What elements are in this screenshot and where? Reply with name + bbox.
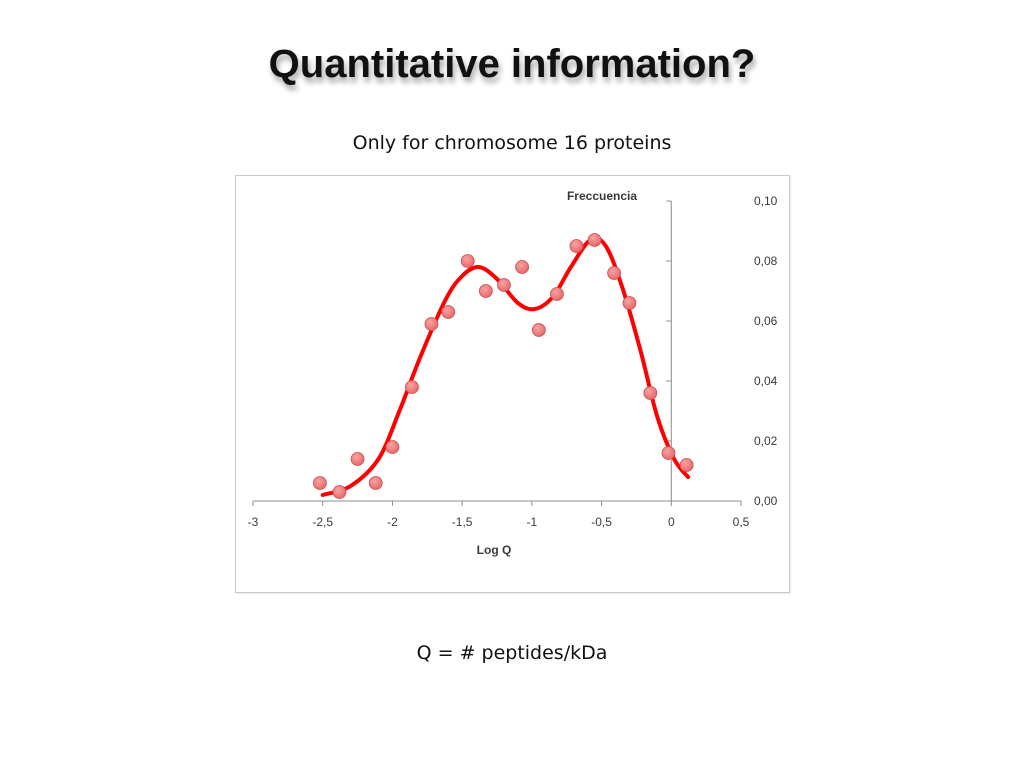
data-point <box>569 239 584 253</box>
chart-axes: -3 -2,5 -2 -1,5 -1 -0,5 0 0,5 0,00 0,02 0,04 0,06 0,… <box>248 194 778 529</box>
y-tick-label: 0,02 <box>754 434 778 448</box>
y-tick-label: 0,08 <box>754 254 778 268</box>
x-tick-label: 0,5 <box>733 515 750 529</box>
data-point <box>607 266 622 280</box>
x-tick-label: -3 <box>248 515 259 529</box>
fit-curve <box>320 236 691 497</box>
x-axis-label: Log Q <box>477 543 512 557</box>
data-point <box>661 446 676 460</box>
x-tick-label: -1,5 <box>452 515 473 529</box>
y-tick-label: 0,04 <box>754 374 778 388</box>
data-point <box>497 278 511 292</box>
frequency-chart: -3 -2,5 -2 -1,5 -1 -0,5 0 0,5 0,00 0,02 0,04 0,06 0,… <box>248 189 778 557</box>
chart-frame: -3 -2,5 -2 -1,5 -1 -0,5 0 0,5 0,00 0,02 0,04 0,06 0,… <box>235 175 790 593</box>
slide-subtitle: Only for chromosome 16 proteins <box>352 132 672 154</box>
x-tick-label: -0,5 <box>591 515 612 529</box>
x-tick-label: -2,5 <box>312 515 333 529</box>
data-point <box>478 284 493 298</box>
x-tick-label: 0 <box>668 515 675 529</box>
y-tick-label: 0,00 <box>754 494 778 508</box>
data-point <box>643 386 658 400</box>
data-points-layer <box>313 233 694 499</box>
data-point <box>587 233 602 247</box>
data-point <box>332 485 347 499</box>
slide-title: Quantitative information? <box>268 42 756 86</box>
data-point <box>313 476 327 490</box>
data-point <box>424 317 439 331</box>
data-point <box>368 476 383 490</box>
chart-title: Freccuencia <box>567 189 637 203</box>
data-point <box>441 305 456 319</box>
y-tick-label: 0,06 <box>754 314 778 328</box>
data-point <box>531 323 546 337</box>
x-tick-label: -1 <box>527 515 538 529</box>
data-point <box>405 380 419 394</box>
data-point <box>679 458 694 472</box>
y-tick-label: 0,10 <box>754 194 778 208</box>
footnote: Q = # peptides/kDa <box>416 642 608 664</box>
data-point <box>385 440 400 454</box>
data-point <box>550 287 564 301</box>
data-point <box>350 452 365 466</box>
data-point <box>622 296 637 310</box>
fit-curve-layer <box>320 236 691 497</box>
data-point <box>460 254 475 268</box>
data-point <box>515 260 529 274</box>
x-tick-label: -2 <box>387 515 398 529</box>
